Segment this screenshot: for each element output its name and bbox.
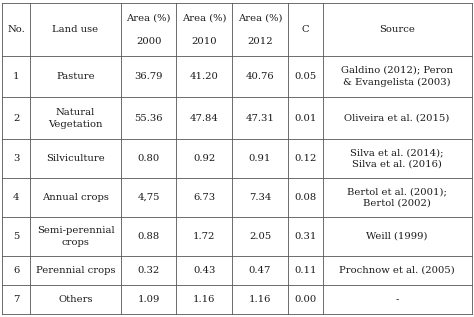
Text: 1.16: 1.16 bbox=[193, 295, 216, 304]
Text: Source: Source bbox=[379, 25, 415, 34]
Text: Silviculture: Silviculture bbox=[46, 154, 105, 163]
Text: 0.92: 0.92 bbox=[193, 154, 215, 163]
Text: 0.31: 0.31 bbox=[294, 232, 317, 241]
Text: 40.76: 40.76 bbox=[246, 72, 274, 81]
Text: 47.31: 47.31 bbox=[246, 114, 274, 123]
Text: 6: 6 bbox=[13, 266, 19, 275]
Text: 6.73: 6.73 bbox=[193, 193, 215, 202]
Text: 0.32: 0.32 bbox=[137, 266, 160, 275]
Text: 0.91: 0.91 bbox=[249, 154, 271, 163]
Text: Area (%)

2000: Area (%) 2000 bbox=[127, 13, 171, 46]
Text: Silva et al. (2014);
Silva et al. (2016): Silva et al. (2014); Silva et al. (2016) bbox=[350, 148, 444, 169]
Text: 0.05: 0.05 bbox=[294, 72, 316, 81]
Text: Weill (1999): Weill (1999) bbox=[366, 232, 428, 241]
Text: Area (%)

2012: Area (%) 2012 bbox=[238, 13, 282, 46]
Text: 0.47: 0.47 bbox=[249, 266, 271, 275]
Text: Perennial crops: Perennial crops bbox=[36, 266, 115, 275]
Text: Pasture: Pasture bbox=[56, 72, 95, 81]
Text: Oliveira et al. (2015): Oliveira et al. (2015) bbox=[345, 114, 450, 123]
Text: 0.01: 0.01 bbox=[294, 114, 317, 123]
Text: Galdino (2012); Peron
& Evangelista (2003): Galdino (2012); Peron & Evangelista (200… bbox=[341, 66, 453, 87]
Text: Area (%)

2010: Area (%) 2010 bbox=[182, 13, 227, 46]
Text: Semi-perennial
crops: Semi-perennial crops bbox=[36, 226, 114, 247]
Text: No.: No. bbox=[8, 25, 25, 34]
Text: Annual crops: Annual crops bbox=[42, 193, 109, 202]
Text: 7.34: 7.34 bbox=[249, 193, 271, 202]
Text: Others: Others bbox=[58, 295, 93, 304]
Text: Natural
Vegetation: Natural Vegetation bbox=[48, 108, 103, 129]
Text: Bertol et al. (2001);
Bertol (2002): Bertol et al. (2001); Bertol (2002) bbox=[347, 187, 447, 208]
Text: 1.72: 1.72 bbox=[193, 232, 216, 241]
Text: Land use: Land use bbox=[53, 25, 99, 34]
Text: 0.12: 0.12 bbox=[294, 154, 317, 163]
Text: 0.43: 0.43 bbox=[193, 266, 216, 275]
Text: 4: 4 bbox=[13, 193, 19, 202]
Text: 0.11: 0.11 bbox=[294, 266, 317, 275]
Text: 5: 5 bbox=[13, 232, 19, 241]
Text: 3: 3 bbox=[13, 154, 19, 163]
Text: -: - bbox=[395, 295, 399, 304]
Text: 4,75: 4,75 bbox=[137, 193, 160, 202]
Text: 0.00: 0.00 bbox=[294, 295, 316, 304]
Text: 41.20: 41.20 bbox=[190, 72, 219, 81]
Text: 47.84: 47.84 bbox=[190, 114, 219, 123]
Text: 55.36: 55.36 bbox=[134, 114, 163, 123]
Text: 2: 2 bbox=[13, 114, 19, 123]
Text: Prochnow et al. (2005): Prochnow et al. (2005) bbox=[339, 266, 455, 275]
Text: 1: 1 bbox=[13, 72, 19, 81]
Text: 7: 7 bbox=[13, 295, 19, 304]
Text: 0.80: 0.80 bbox=[137, 154, 160, 163]
Text: C: C bbox=[301, 25, 309, 34]
Text: 1.09: 1.09 bbox=[137, 295, 160, 304]
Text: 0.88: 0.88 bbox=[137, 232, 160, 241]
Text: 2.05: 2.05 bbox=[249, 232, 271, 241]
Text: 1.16: 1.16 bbox=[249, 295, 271, 304]
Text: 0.08: 0.08 bbox=[294, 193, 316, 202]
Text: 36.79: 36.79 bbox=[134, 72, 163, 81]
